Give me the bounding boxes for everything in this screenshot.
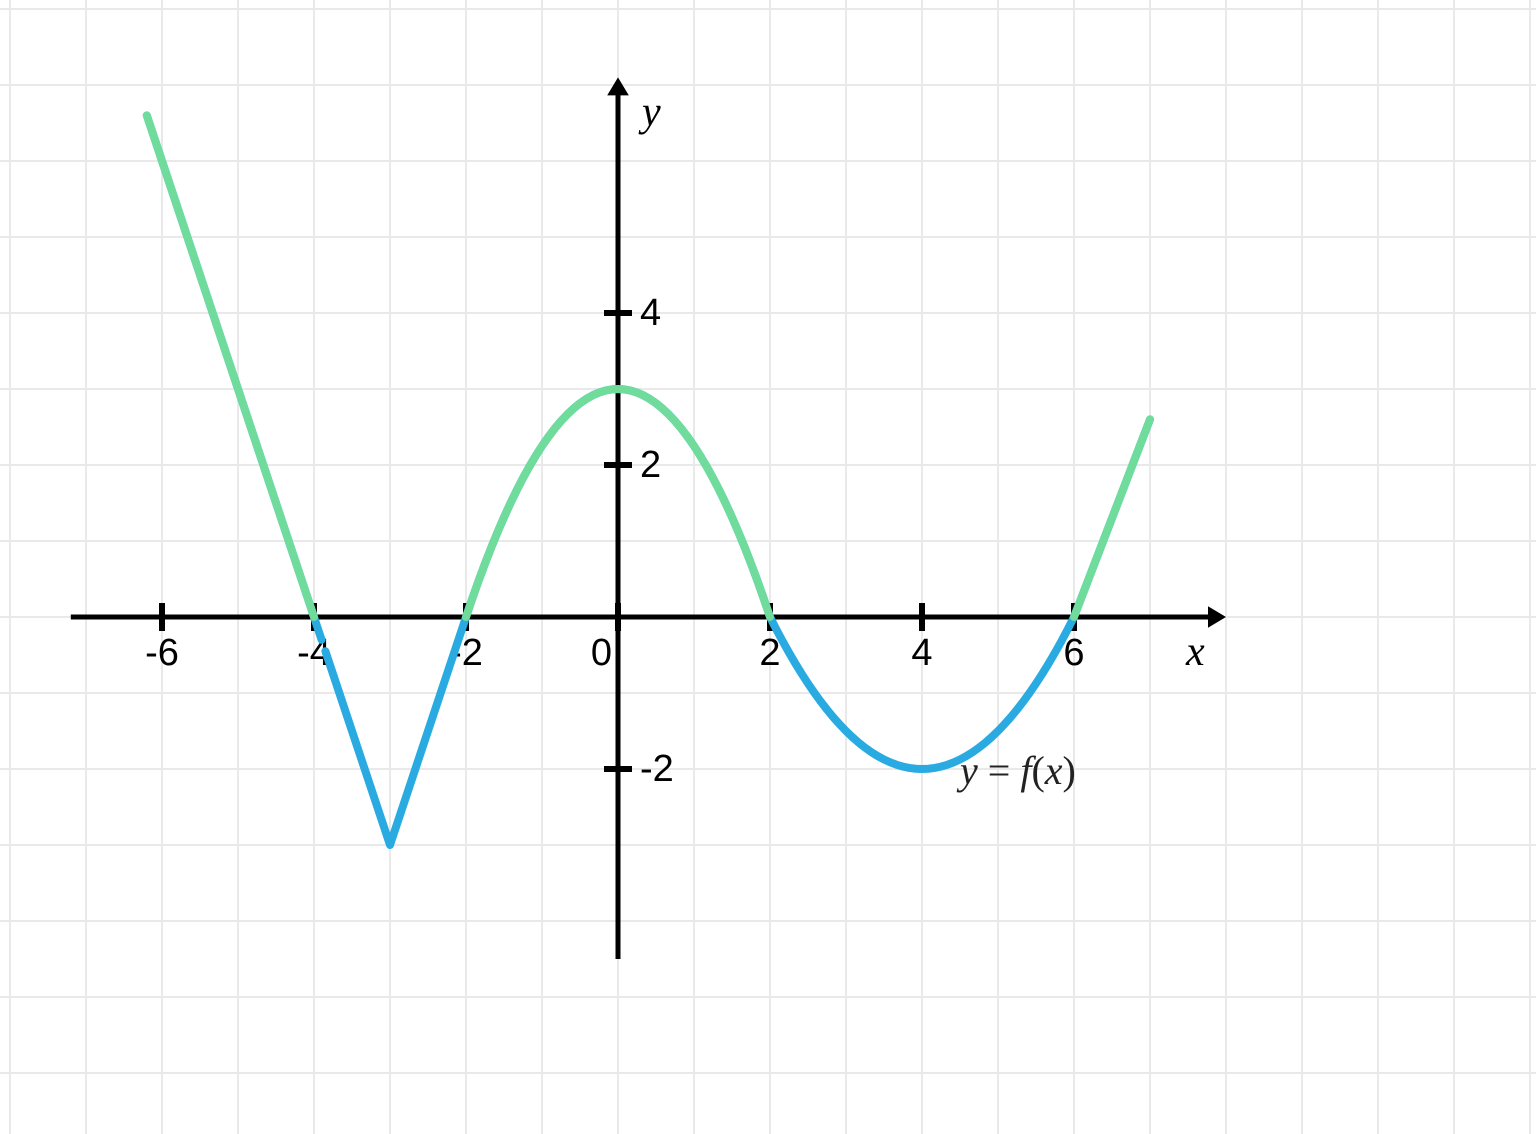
y-axis-label: y: [638, 89, 661, 135]
plot-bg: [0, 0, 1536, 1134]
y-tick-label: 2: [640, 444, 661, 486]
y-tick-label: -2: [640, 748, 674, 790]
equation-label: y = f(x): [956, 748, 1076, 793]
chart-container: xy-6-4-20246-224y = f(x): [0, 0, 1536, 1134]
x-tick-label: -6: [145, 632, 179, 674]
x-tick-label: 4: [911, 632, 932, 674]
function-graph: xy-6-4-20246-224y = f(x): [0, 0, 1536, 1134]
x-tick-label: 0: [591, 632, 612, 674]
x-axis-label: x: [1185, 629, 1205, 675]
y-tick-label: 4: [640, 292, 661, 334]
